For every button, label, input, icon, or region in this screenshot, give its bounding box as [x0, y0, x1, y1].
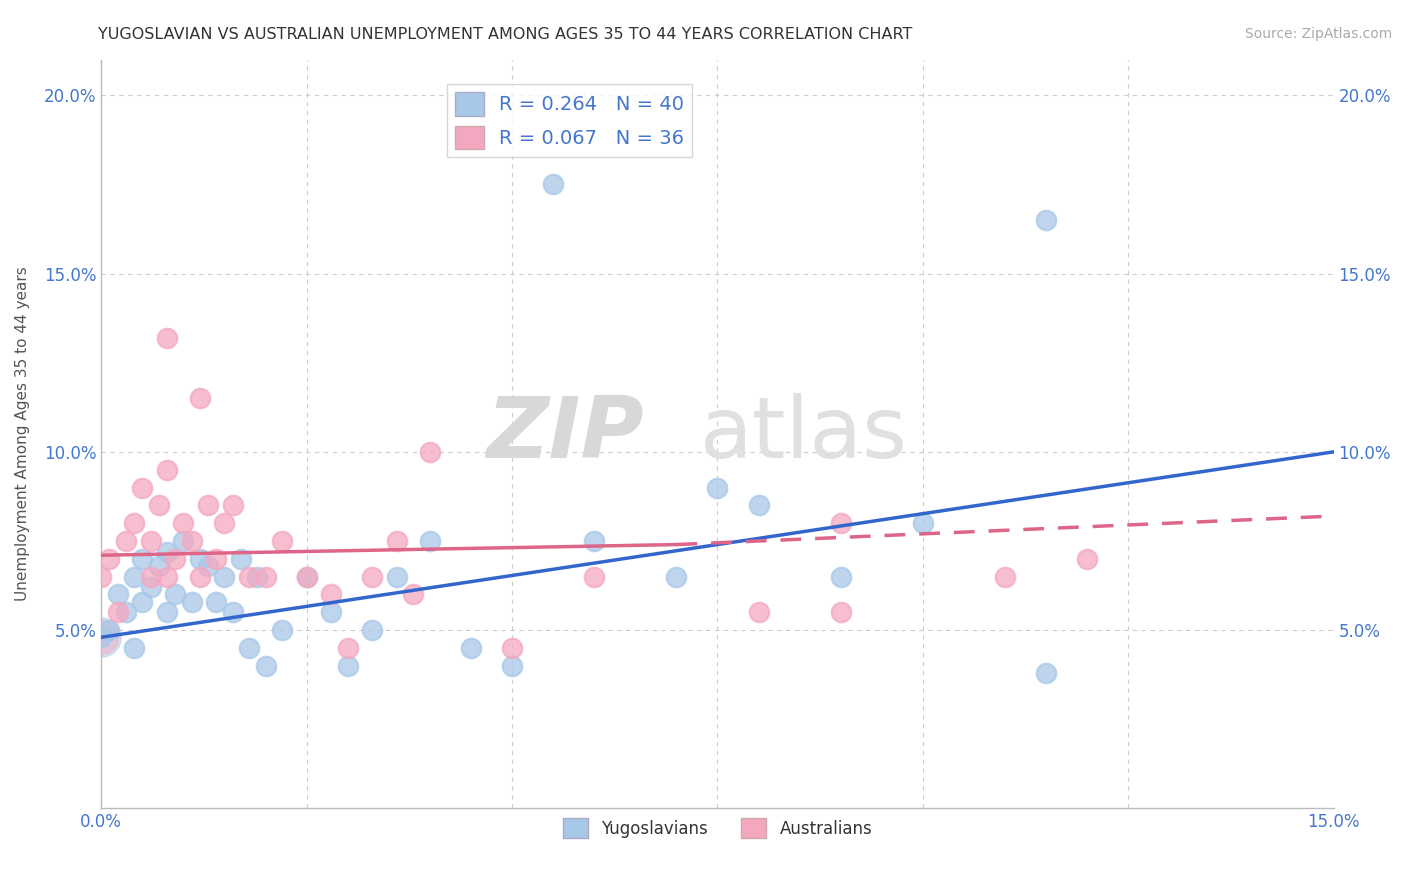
Point	[541, 178, 564, 192]
Point	[115, 605, 138, 619]
Point	[321, 587, 343, 601]
Point	[222, 499, 245, 513]
Point	[107, 605, 129, 619]
Point	[148, 499, 170, 513]
Point	[583, 534, 606, 549]
Point	[107, 587, 129, 601]
Point	[222, 605, 245, 619]
Point	[90, 630, 112, 644]
Point	[172, 534, 194, 549]
Point	[385, 534, 408, 549]
Legend: Yugoslavians, Australians: Yugoslavians, Australians	[555, 812, 879, 845]
Point	[165, 551, 187, 566]
Point	[385, 569, 408, 583]
Point	[238, 569, 260, 583]
Point	[131, 594, 153, 608]
Point	[139, 534, 162, 549]
Point	[156, 605, 179, 619]
Text: atlas: atlas	[700, 392, 908, 475]
Point	[148, 558, 170, 573]
Point	[254, 658, 277, 673]
Point	[361, 569, 384, 583]
Point	[214, 569, 236, 583]
Point	[1035, 665, 1057, 680]
Point	[747, 499, 769, 513]
Point	[90, 630, 112, 644]
Point	[246, 569, 269, 583]
Point	[706, 481, 728, 495]
Point	[1035, 213, 1057, 227]
Point	[336, 658, 359, 673]
Point	[139, 569, 162, 583]
Point	[156, 569, 179, 583]
Point	[98, 623, 121, 637]
Point	[122, 516, 145, 531]
Point	[214, 516, 236, 531]
Point	[361, 623, 384, 637]
Point	[156, 544, 179, 558]
Point	[205, 551, 228, 566]
Point	[180, 534, 202, 549]
Point	[295, 569, 318, 583]
Point	[665, 569, 688, 583]
Point	[188, 551, 211, 566]
Point	[131, 551, 153, 566]
Point	[830, 605, 852, 619]
Point	[830, 569, 852, 583]
Point	[402, 587, 425, 601]
Point	[90, 630, 112, 644]
Text: Source: ZipAtlas.com: Source: ZipAtlas.com	[1244, 27, 1392, 41]
Point	[254, 569, 277, 583]
Point	[115, 534, 138, 549]
Point	[188, 569, 211, 583]
Point	[830, 516, 852, 531]
Point	[122, 640, 145, 655]
Point	[271, 623, 294, 637]
Point	[336, 640, 359, 655]
Point	[156, 463, 179, 477]
Point	[90, 569, 112, 583]
Point	[205, 594, 228, 608]
Point	[501, 658, 523, 673]
Point	[172, 516, 194, 531]
Text: ZIP: ZIP	[486, 392, 644, 475]
Point	[460, 640, 482, 655]
Point	[747, 605, 769, 619]
Point	[419, 534, 441, 549]
Point	[271, 534, 294, 549]
Point	[295, 569, 318, 583]
Point	[583, 569, 606, 583]
Point	[1076, 551, 1098, 566]
Point	[501, 640, 523, 655]
Point	[131, 481, 153, 495]
Point	[321, 605, 343, 619]
Point	[180, 594, 202, 608]
Point	[994, 569, 1017, 583]
Point	[197, 558, 219, 573]
Point	[911, 516, 934, 531]
Text: YUGOSLAVIAN VS AUSTRALIAN UNEMPLOYMENT AMONG AGES 35 TO 44 YEARS CORRELATION CHA: YUGOSLAVIAN VS AUSTRALIAN UNEMPLOYMENT A…	[98, 27, 912, 42]
Point	[122, 569, 145, 583]
Point	[197, 499, 219, 513]
Point	[165, 587, 187, 601]
Point	[238, 640, 260, 655]
Point	[156, 331, 179, 345]
Y-axis label: Unemployment Among Ages 35 to 44 years: Unemployment Among Ages 35 to 44 years	[15, 267, 30, 601]
Point	[188, 392, 211, 406]
Point	[139, 580, 162, 594]
Point	[419, 445, 441, 459]
Point	[98, 551, 121, 566]
Point	[229, 551, 252, 566]
